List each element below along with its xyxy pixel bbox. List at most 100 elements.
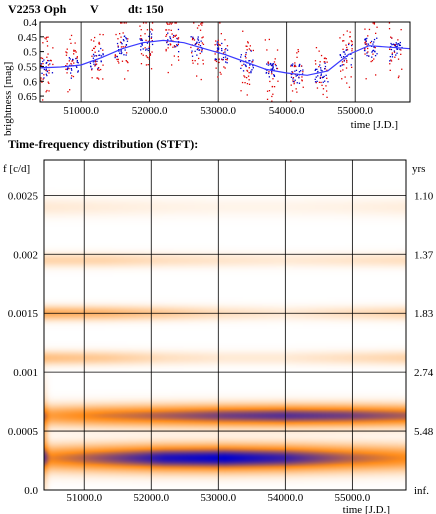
lightcurve-point <box>70 34 73 37</box>
lightcurve-point <box>201 48 203 50</box>
lightcurve-point <box>269 80 271 83</box>
lightcurve-point <box>100 55 102 57</box>
lightcurve-point <box>201 22 204 24</box>
lightcurve-y-tick-label: 0.65 <box>18 91 38 103</box>
lightcurve-point <box>94 61 97 63</box>
lightcurve-point <box>291 71 293 73</box>
lightcurve-point <box>266 49 268 51</box>
lightcurve-point <box>222 59 224 61</box>
lightcurve-point <box>339 54 341 56</box>
lightcurve-point <box>71 75 73 77</box>
lightcurve-point <box>139 38 141 40</box>
lightcurve-point <box>397 43 399 45</box>
lightcurve-y-tick-label: 0.6 <box>23 76 37 88</box>
lightcurve-point <box>166 22 168 24</box>
lightcurve-point <box>376 26 378 28</box>
lightcurve-point <box>144 47 146 49</box>
lightcurve-point <box>202 36 204 38</box>
lightcurve-point <box>116 56 118 58</box>
lightcurve-point <box>102 34 104 36</box>
lightcurve-point <box>316 87 319 89</box>
lightcurve-point <box>325 74 327 76</box>
lightcurve-point <box>172 46 174 48</box>
lightcurve-point <box>364 48 366 50</box>
lightcurve-point <box>45 73 47 75</box>
lightcurve-point <box>121 52 123 54</box>
lightcurve-point <box>297 49 299 51</box>
lightcurve-point <box>248 48 250 50</box>
lightcurve-point <box>120 22 122 24</box>
lightcurve-point <box>300 65 303 67</box>
lightcurve-point <box>320 54 323 57</box>
lightcurve-point <box>272 65 274 67</box>
lightcurve-point <box>276 67 278 70</box>
lightcurve-point <box>364 28 366 30</box>
lightcurve-point <box>351 44 353 47</box>
lightcurve-point <box>400 49 402 51</box>
lightcurve-point <box>43 59 45 61</box>
lightcurve-point <box>191 38 194 41</box>
lightcurve-point <box>316 80 318 82</box>
lightcurve-point <box>125 60 127 62</box>
lightcurve-point <box>247 42 249 44</box>
lightcurve-point <box>248 79 250 81</box>
lightcurve-point <box>272 64 274 66</box>
lightcurve-point <box>319 76 322 78</box>
lightcurve-y-tick-label: 0.55 <box>18 61 38 73</box>
stft-right-tick-label: 5.48 <box>414 426 434 438</box>
lightcurve-point <box>198 57 200 60</box>
lightcurve-point <box>48 69 50 72</box>
lightcurve-point <box>191 55 194 57</box>
lightcurve-point <box>345 58 347 60</box>
lightcurve-point <box>120 36 122 38</box>
lightcurve-point <box>91 77 93 79</box>
lightcurve-point <box>374 55 377 57</box>
lightcurve-point <box>341 61 344 63</box>
lightcurve-point <box>141 38 143 40</box>
lightcurve-point <box>266 98 269 100</box>
lightcurve-point <box>269 64 271 66</box>
lightcurve-point <box>95 55 97 57</box>
lightcurve-point <box>372 49 375 51</box>
lightcurve-point <box>73 53 75 55</box>
lightcurve-point <box>66 68 69 70</box>
lightcurve-point <box>315 63 317 65</box>
lightcurve-point <box>364 49 366 52</box>
lightcurve-point <box>372 43 374 45</box>
lightcurve-point <box>226 62 228 64</box>
lightcurve-point <box>371 51 373 53</box>
lightcurve-point <box>192 37 194 39</box>
lightcurve-point <box>177 38 179 40</box>
lightcurve-point <box>375 74 377 76</box>
lightcurve-point <box>141 44 143 46</box>
lightcurve-point <box>92 53 95 56</box>
lightcurve-point <box>246 49 248 51</box>
lightcurve-point <box>342 51 345 53</box>
lightcurve-point <box>370 60 372 63</box>
lightcurve-point <box>45 91 47 93</box>
lightcurve-point <box>395 46 397 48</box>
lightcurve-point <box>391 56 394 58</box>
lightcurve-point <box>140 39 142 41</box>
lightcurve-point <box>390 46 392 48</box>
lightcurve-point <box>374 47 376 49</box>
lightcurve-point <box>145 22 147 24</box>
lightcurve-point <box>170 39 172 41</box>
lightcurve-point <box>100 68 102 71</box>
lightcurve-point <box>123 54 125 56</box>
stft-x-axis-label: time [J.D.] <box>343 504 390 514</box>
lightcurve-point <box>295 75 297 77</box>
lightcurve-point <box>169 37 172 39</box>
lightcurve-point <box>100 61 102 63</box>
lightcurve-point <box>69 38 71 40</box>
lightcurve-point <box>214 44 216 46</box>
lightcurve-point <box>176 44 178 46</box>
lightcurve-point <box>74 42 76 44</box>
lightcurve-point <box>177 28 180 31</box>
lightcurve-point <box>251 61 253 63</box>
lightcurve-point <box>147 57 149 59</box>
lightcurve-point <box>169 36 171 38</box>
lightcurve-point <box>324 68 326 70</box>
lightcurve-point <box>77 62 79 64</box>
lightcurve-point <box>321 76 324 79</box>
